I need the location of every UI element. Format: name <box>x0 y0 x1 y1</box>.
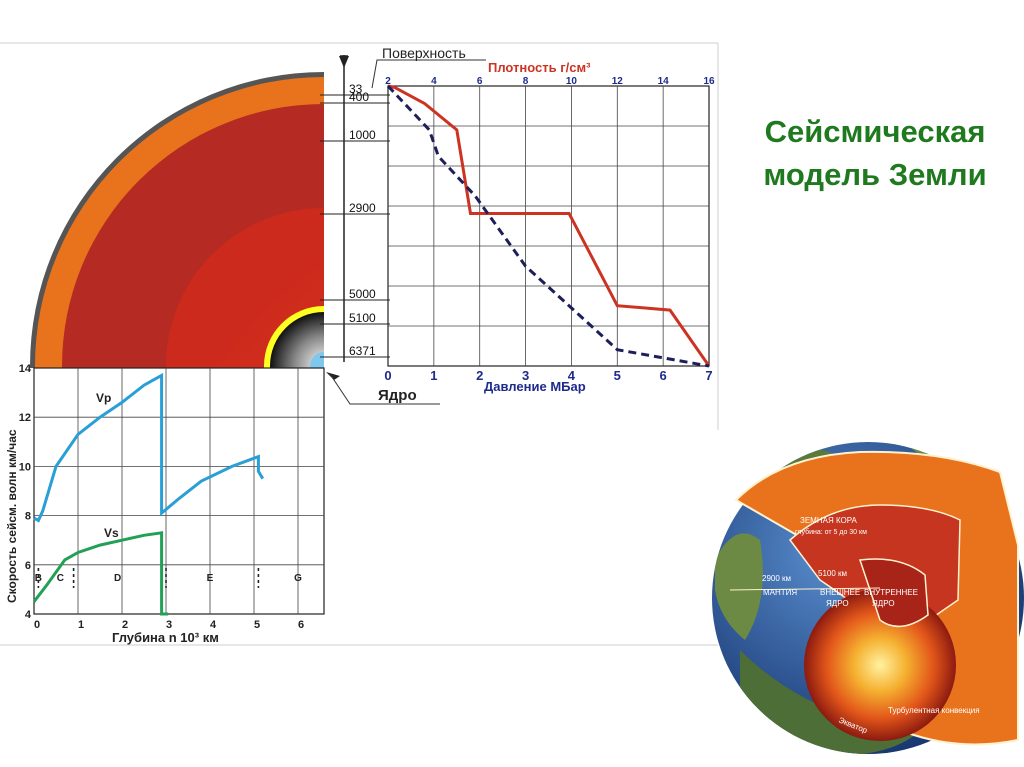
density-tick-label: 4 <box>431 76 437 87</box>
zone-label: B <box>35 573 42 584</box>
zone-label: C <box>57 573 64 584</box>
velocity-tick-label: 8 <box>25 511 31 523</box>
zone-label: G <box>294 573 302 584</box>
depth-tick-label: 4 <box>210 619 217 631</box>
globe-label-crust: ЗЕМНАЯ КОРА <box>800 516 858 525</box>
depth-label: 5100 <box>349 311 376 325</box>
globe-label-outer-core-2: ЯДРО <box>826 599 849 608</box>
depth-label: 33 <box>349 82 363 96</box>
vs-line <box>32 531 169 616</box>
velocity-tick-label: 10 <box>19 461 31 473</box>
pressure-line <box>386 84 710 368</box>
chart1-frame <box>387 85 710 367</box>
depth-label: 6371 <box>349 344 376 358</box>
arrow-down-icon <box>339 56 349 68</box>
chart2-y-label: Скорость сейсм. волн км/час <box>5 429 19 603</box>
pressure-tick-label: 7 <box>705 368 712 383</box>
zone-label: D <box>114 573 121 584</box>
title-line-1: Сейсмическая <box>764 114 986 149</box>
depth-tick-label: 5 <box>254 619 260 631</box>
chart1-grid <box>387 85 710 367</box>
chart2-y-ticks: 4 6 8 10 12 14 <box>19 363 32 621</box>
depth-tick-label: 0 <box>34 619 40 631</box>
frame <box>0 42 719 646</box>
density-line <box>387 84 711 367</box>
globe-core-sphere <box>804 589 956 741</box>
density-axis-label: Плотность г/см³ <box>488 60 591 75</box>
globe-label-crust-depth: глубина: от 5 до 30 км <box>795 528 867 536</box>
vs-label: Vs <box>104 526 119 540</box>
globe-label-convection: Турбулентная конвекция <box>888 706 980 715</box>
globe-inner-core-cut <box>858 558 929 628</box>
pressure-tick-label: 5 <box>614 368 621 383</box>
depth-tick-label: 1 <box>78 619 84 631</box>
chart1-top-ticks: 2 4 6 8 10 12 14 16 <box>385 76 715 87</box>
globe-label-2900: 2900 км <box>762 574 791 583</box>
title-line-2: модель Земли <box>763 157 987 192</box>
core-center <box>310 352 324 368</box>
inner-core <box>270 312 324 368</box>
globe-label-outer-core-1: ВНЕШНЕЕ <box>820 588 860 597</box>
globe-label-mantle: МАНТИЯ <box>763 588 797 597</box>
pressure-tick-label: 4 <box>568 368 576 383</box>
earth-cross-section <box>30 72 324 368</box>
velocity-tick-label: 14 <box>19 363 32 375</box>
pressure-tick-label: 3 <box>522 368 529 383</box>
chart2-frame <box>33 367 325 615</box>
depth-tick-label: 6 <box>298 619 304 631</box>
velocity-tick-label: 12 <box>19 412 31 424</box>
velocity-tick-label: 6 <box>25 560 31 572</box>
density-tick-label: 12 <box>612 76 624 87</box>
chart2-x-ticks: 0 1 2 3 4 5 6 <box>34 619 304 631</box>
density-tick-label: 10 <box>566 76 578 87</box>
core-label: Ядро <box>378 387 417 404</box>
vp-label: Vp <box>96 391 111 405</box>
depth-tick-label: 2 <box>122 619 128 631</box>
density-tick-label: 14 <box>658 76 670 87</box>
surface-label: Поверхность <box>382 45 466 61</box>
pressure-axis-label: Давление МБар <box>484 379 586 394</box>
slide-title: Сейсмическая модель Земли <box>730 110 1020 196</box>
core-callout: Ядро <box>326 372 440 405</box>
pressure-tick-label: 1 <box>430 368 437 383</box>
globe-label-inner-core-2: ЯДРО <box>872 599 895 608</box>
density-tick-label: 16 <box>703 76 715 87</box>
density-tick-label: 2 <box>385 76 391 87</box>
globe-illustration: ЗЕМНАЯ КОРА глубина: от 5 до 30 км 2900 … <box>712 442 1024 754</box>
pressure-tick-label: 2 <box>476 368 483 383</box>
pressure-tick-label: 6 <box>660 368 667 383</box>
globe-label-5100: 5100 км <box>818 569 847 578</box>
depth-tick-label: 3 <box>166 619 172 631</box>
pressure-tick-label: 0 <box>384 368 391 383</box>
zone-label: E <box>207 573 214 584</box>
chart2-grid <box>33 367 325 615</box>
velocity-tick-label: 4 <box>25 609 32 621</box>
depth-label: 5000 <box>349 287 376 301</box>
density-tick-label: 6 <box>477 76 483 87</box>
chart1-bottom-ticks: 0 1 2 3 4 5 6 7 <box>384 368 712 383</box>
vp-line <box>33 372 265 523</box>
depth-label: 1000 <box>349 128 376 142</box>
globe-label-inner-core-1: ВНУТРЕННЕЕ <box>864 588 918 597</box>
depth-label: 400 <box>349 90 369 104</box>
chart2-x-label: Глубина n 10³ км <box>112 630 219 645</box>
density-tick-label: 8 <box>523 76 529 87</box>
depth-label: 2900 <box>349 201 376 215</box>
surface-callout: Поверхность <box>371 45 486 89</box>
arrow-left-icon <box>326 372 340 380</box>
